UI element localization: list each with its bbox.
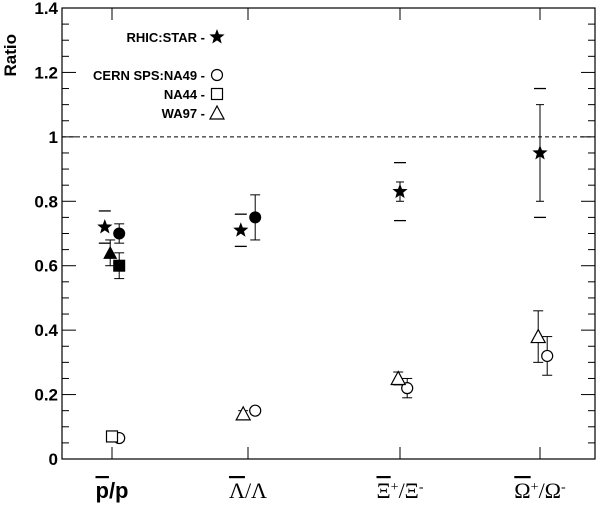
data-point xyxy=(392,183,408,199)
series-rhic-star-star xyxy=(97,87,548,248)
data-point xyxy=(105,430,119,443)
y-tick-label: 0.6 xyxy=(34,257,58,276)
y-tick-label: 1 xyxy=(49,128,58,147)
series-na49-circle-filled xyxy=(113,194,262,244)
data-markers xyxy=(97,87,554,445)
legend: RHIC:STAR - CERN SPS:NA49 - NA44 - WA97 - xyxy=(93,29,226,121)
data-point xyxy=(532,144,548,160)
data-point xyxy=(390,370,407,386)
y-tick-label: 1.2 xyxy=(34,63,58,82)
data-point xyxy=(249,211,262,224)
legend-marker xyxy=(210,68,224,82)
y-axis-title: Ratio xyxy=(1,34,20,77)
y-tick-label: 0.8 xyxy=(34,192,58,211)
x-axis-ticks xyxy=(111,8,541,459)
data-point xyxy=(233,222,249,237)
category-label-omega: Ω+/Ω- xyxy=(514,478,566,503)
legend-label: WA97 - xyxy=(162,106,205,121)
series-wa97-triangle-filled xyxy=(103,239,118,267)
data-point xyxy=(401,382,414,395)
y-axis-ticks: 0 0.2 0.4 0.6 0.8 1 1.2 1.4 xyxy=(34,0,595,469)
category-label-lambda: Λ/Λ xyxy=(229,478,267,503)
y-tick-label: 0 xyxy=(49,450,58,469)
series-wa97-triangle-open xyxy=(235,310,547,421)
data-point xyxy=(541,349,554,363)
category-label-pbar-p: p/p xyxy=(95,478,128,503)
y-tick-label: 0.4 xyxy=(34,321,58,340)
series-cern-sps-na49-circle-open xyxy=(113,336,554,445)
legend-marker xyxy=(208,104,226,120)
series-na44-square-open xyxy=(105,430,119,443)
data-point xyxy=(235,405,252,421)
legend-marker xyxy=(209,29,225,44)
category-label-xi: Ξ+/Ξ- xyxy=(377,478,424,503)
legend-label: CERN SPS:NA49 - xyxy=(93,68,205,83)
data-point xyxy=(249,404,262,417)
data-point xyxy=(103,245,118,259)
y-tick-label: 0.2 xyxy=(34,386,58,405)
data-point xyxy=(97,219,113,234)
legend-label: NA44 - xyxy=(164,87,205,102)
legend-label: RHIC:STAR - xyxy=(127,30,205,45)
y-tick-label: 1.4 xyxy=(34,0,58,18)
legend-marker xyxy=(210,87,224,101)
data-point xyxy=(113,227,126,240)
series-na44-square-filled xyxy=(113,252,126,280)
data-point xyxy=(530,328,547,344)
data-point xyxy=(113,259,126,272)
category-labels: p/p Λ/Λ Ξ+/Ξ- Ω+/Ω- xyxy=(95,478,566,503)
